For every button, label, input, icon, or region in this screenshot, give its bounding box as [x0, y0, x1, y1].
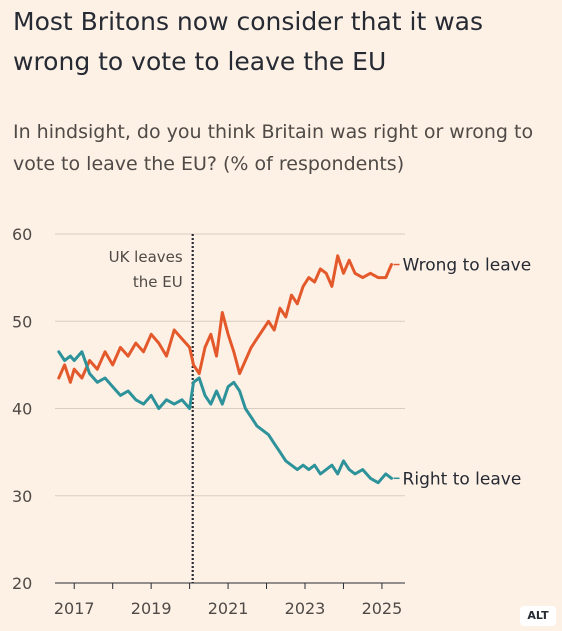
y-tick-label-40: 40: [12, 400, 32, 419]
annotation-text-2: the EU: [133, 273, 183, 291]
x-tick-label-2025: 2025: [362, 599, 403, 618]
y-tick-label-50: 50: [12, 312, 32, 331]
chart-subtitle: In hindsight, do you think Britain was r…: [13, 121, 534, 175]
series-line-wrong-to-leave: [57, 254, 393, 384]
series: [57, 254, 393, 485]
annotation-text-1: UK leaves: [109, 248, 183, 266]
alt-text-badge[interactable]: ALT: [520, 606, 556, 626]
x-tick-label-2023: 2023: [285, 599, 326, 618]
x-tick-label-2019: 2019: [131, 599, 172, 618]
x-tick-label-2017: 2017: [54, 599, 95, 618]
x-axis: 2017 2019 2021 2023 2025: [54, 582, 405, 618]
series-line-right-to-leave: [57, 350, 393, 485]
chart-title: Most Britons now consider that it was wr…: [13, 7, 483, 76]
brexit-annotation: UK leaves the EU: [109, 234, 194, 583]
y-tick-label-60: 60: [12, 225, 32, 244]
gridlines: [55, 233, 405, 497]
series-label-right-to-leave: Right to leave: [403, 469, 522, 489]
series-label-wrong-to-leave: Wrong to leave: [403, 256, 532, 276]
series-labels: Wrong to leave Right to leave: [393, 256, 532, 489]
y-axis: 20 30 40 50 60: [12, 225, 32, 593]
x-tick-label-2021: 2021: [208, 599, 249, 618]
y-tick-label-20: 20: [12, 574, 32, 593]
y-tick-label-30: 30: [12, 487, 32, 506]
